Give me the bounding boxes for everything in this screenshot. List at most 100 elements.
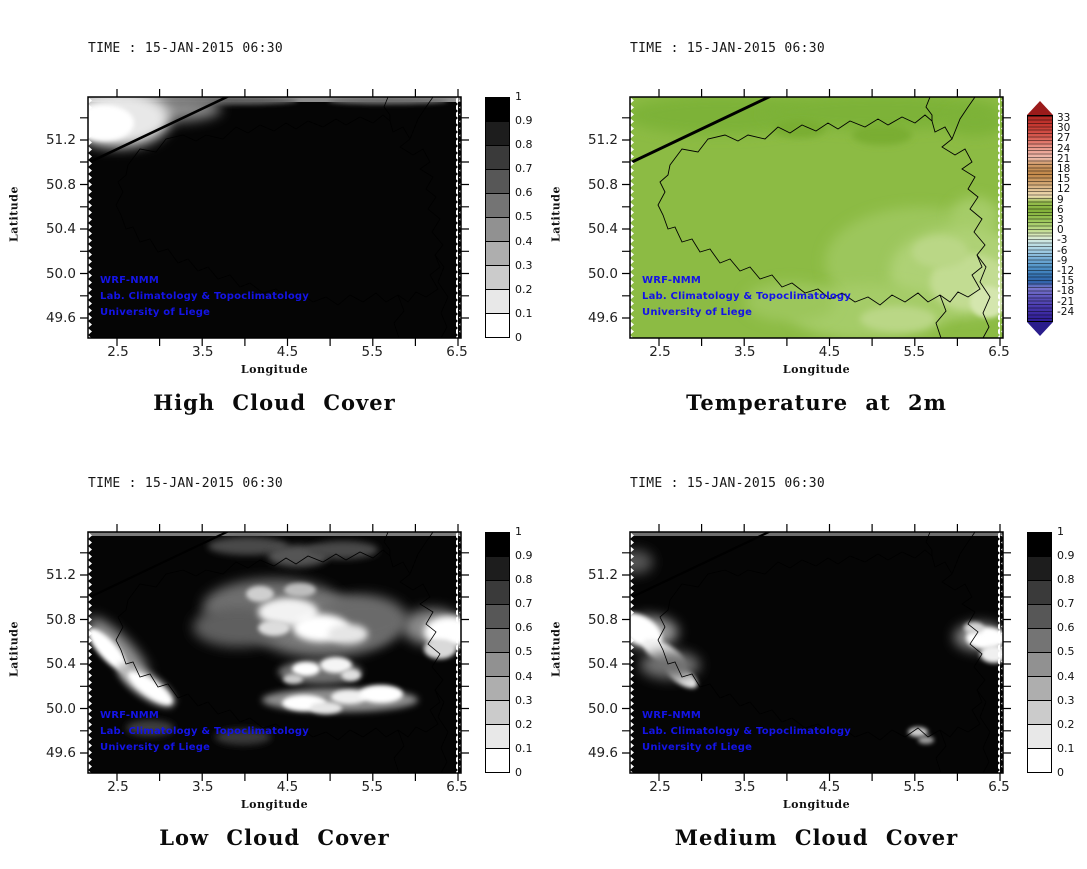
colorbar-tick-label: -9 bbox=[1057, 254, 1068, 267]
colorbar-segment bbox=[1028, 605, 1051, 629]
credit-lines: WRF-NMM Lab. Climatology & Topoclimatolog… bbox=[642, 273, 851, 321]
x-tick-label: 3.5 bbox=[734, 344, 756, 360]
x-tick-label: 6.5 bbox=[446, 779, 468, 795]
colorbar-segment bbox=[486, 749, 509, 772]
colorbar-tick-label: 0.2 bbox=[1057, 717, 1075, 731]
y-tick-label: 49.6 bbox=[45, 310, 76, 326]
y-tick-label: 49.6 bbox=[45, 745, 76, 761]
colorbar-tick-label: 0.8 bbox=[1057, 573, 1075, 587]
y-tick-label: 50.8 bbox=[587, 176, 618, 193]
map-plot-medium-cloud bbox=[621, 523, 1012, 782]
y-tick-label: 50.0 bbox=[45, 265, 76, 282]
colorbar-segment bbox=[486, 701, 509, 725]
colorbar-segment bbox=[1028, 653, 1051, 677]
credit-line: University of Liege bbox=[642, 307, 753, 318]
x-tick-label: 6.5 bbox=[988, 344, 1010, 360]
y-tick-label: 50.4 bbox=[45, 221, 76, 237]
plot-frame bbox=[629, 96, 1004, 339]
credit-lines: WRF-NMM Lab. Climatology & Topoclimatolog… bbox=[642, 708, 851, 756]
colorbar-segment bbox=[486, 194, 509, 218]
colorbar-over-arrow bbox=[1027, 101, 1053, 115]
colorbar-tick-label: 27 bbox=[1057, 132, 1071, 145]
colorbar-segment bbox=[1028, 533, 1051, 557]
colorbar-tick-label: 0 bbox=[515, 330, 522, 344]
credit-line: University of Liege bbox=[100, 742, 211, 753]
colorbar-tick-label: 0.7 bbox=[1057, 597, 1075, 611]
colorbar-segment bbox=[486, 533, 509, 557]
colorbar-tick-label: -21 bbox=[1057, 295, 1075, 308]
colorbar-tick-label: 0.2 bbox=[515, 282, 533, 296]
cloud-cover-colorbar bbox=[485, 532, 510, 773]
colorbar-tick-label: 0 bbox=[1057, 765, 1064, 779]
panel-title: Temperature at 2m bbox=[686, 390, 947, 415]
colorbar-segment bbox=[486, 218, 509, 242]
y-tick-label: 49.6 bbox=[587, 310, 618, 326]
x-tick-label: 3.5 bbox=[192, 779, 214, 795]
x-tick-label: 2.5 bbox=[107, 779, 129, 795]
panel-high-cloud-cover: TIME : 15-JAN-2015 06:30 bbox=[0, 0, 545, 434]
x-tick-label: 2.5 bbox=[649, 344, 671, 360]
y-tick-label: 50.8 bbox=[587, 611, 618, 628]
colorbar-tick-label: -6 bbox=[1057, 244, 1068, 257]
colorbar-tick-label: 0.8 bbox=[515, 573, 533, 587]
y-axis-title: Latitude bbox=[7, 621, 21, 677]
x-tick-label: 5.5 bbox=[903, 779, 925, 795]
x-axis-title: Longitude bbox=[240, 798, 309, 811]
panel-medium-cloud-cover: TIME : 15-JAN-2015 06:30 bbox=[542, 435, 1087, 869]
colorbar-tick-labels: 1 0.9 0.8 0.7 0.6 0.5 0.4 0.3 0.2 0.1 0 bbox=[515, 89, 533, 346]
colorbar-tick-label: 0.6 bbox=[1057, 621, 1075, 635]
credit-line: Lab. Climatology & Topoclimatology bbox=[642, 726, 851, 737]
credit-line: WRF-NMM bbox=[100, 710, 160, 721]
x-tick-label: 5.5 bbox=[361, 779, 383, 795]
colorbar-segment bbox=[1028, 749, 1051, 772]
colorbar-tick-label: 0.7 bbox=[515, 162, 533, 176]
colorbar-tick-label: 0.9 bbox=[515, 549, 533, 563]
temperature-map-svg bbox=[621, 88, 1012, 347]
credit-lines: WRF-NMM Lab. Climatology & Topoclimatolog… bbox=[100, 273, 309, 321]
colorbar-tick-label: 0.2 bbox=[515, 717, 533, 731]
y-tick-label: 51.2 bbox=[587, 567, 618, 583]
colorbar-tick-label: 1 bbox=[515, 90, 522, 103]
medium-cloud-map-svg bbox=[621, 523, 1012, 782]
colorbar-tick-label: 0.6 bbox=[515, 621, 533, 635]
colorbar-tick-label: -18 bbox=[1057, 285, 1075, 298]
x-tick-label: 4.5 bbox=[818, 779, 841, 795]
x-tick-labels: 2.5 3.5 4.5 5.5 6.5 bbox=[97, 779, 478, 795]
y-tick-label: 50.0 bbox=[587, 265, 618, 282]
colorbar-tick-label: 33 bbox=[1057, 112, 1071, 124]
colorbar-tick-label: 15 bbox=[1057, 173, 1071, 186]
time-label: TIME : 15-JAN-2015 06:30 bbox=[88, 41, 284, 56]
credit-line: Lab. Climatology & Topoclimatology bbox=[100, 291, 309, 302]
x-tick-label: 5.5 bbox=[903, 344, 925, 360]
colorbar-tick-label: 0.5 bbox=[1057, 645, 1075, 659]
y-tick-labels: 51.2 50.8 50.4 50.0 49.6 bbox=[570, 566, 618, 762]
credit-line: Lab. Climatology & Topoclimatology bbox=[100, 726, 309, 737]
colorbar-tick-label: 30 bbox=[1057, 122, 1071, 135]
map-plot-low-cloud bbox=[79, 523, 470, 782]
colorbar-segment bbox=[486, 122, 509, 146]
time-label: TIME : 15-JAN-2015 06:30 bbox=[630, 41, 826, 56]
colorbar-segment bbox=[1028, 629, 1051, 653]
x-axis-title: Longitude bbox=[782, 363, 851, 376]
y-axis-title: Latitude bbox=[549, 186, 563, 242]
colorbar-tick-label: 0.5 bbox=[515, 645, 533, 659]
map-plot-temperature bbox=[621, 88, 1012, 347]
x-tick-label: 6.5 bbox=[446, 344, 468, 360]
colorbar-tick-label: 0.3 bbox=[515, 693, 533, 707]
colorbar-tick-labels: 1 0.9 0.8 0.7 0.6 0.5 0.4 0.3 0.2 0.1 0 bbox=[1057, 524, 1075, 781]
colorbar-tick-label: -15 bbox=[1057, 275, 1075, 288]
credit-line: University of Liege bbox=[642, 742, 753, 753]
colorbar-segment bbox=[486, 677, 509, 701]
credit-line: University of Liege bbox=[100, 307, 211, 318]
colorbar-segment bbox=[486, 98, 509, 122]
colorbar-segment bbox=[486, 581, 509, 605]
colorbar-tick-label: 0.1 bbox=[1057, 741, 1075, 755]
colorbar-tick-label: 0.1 bbox=[515, 306, 533, 320]
time-label: TIME : 15-JAN-2015 06:30 bbox=[630, 476, 826, 491]
colorbar-tick-label: -3 bbox=[1057, 234, 1068, 247]
colorbar-segment bbox=[486, 653, 509, 677]
x-tick-labels: 2.5 3.5 4.5 5.5 6.5 bbox=[639, 779, 1020, 795]
colorbar-segment bbox=[486, 557, 509, 581]
colorbar-segment bbox=[486, 290, 509, 314]
